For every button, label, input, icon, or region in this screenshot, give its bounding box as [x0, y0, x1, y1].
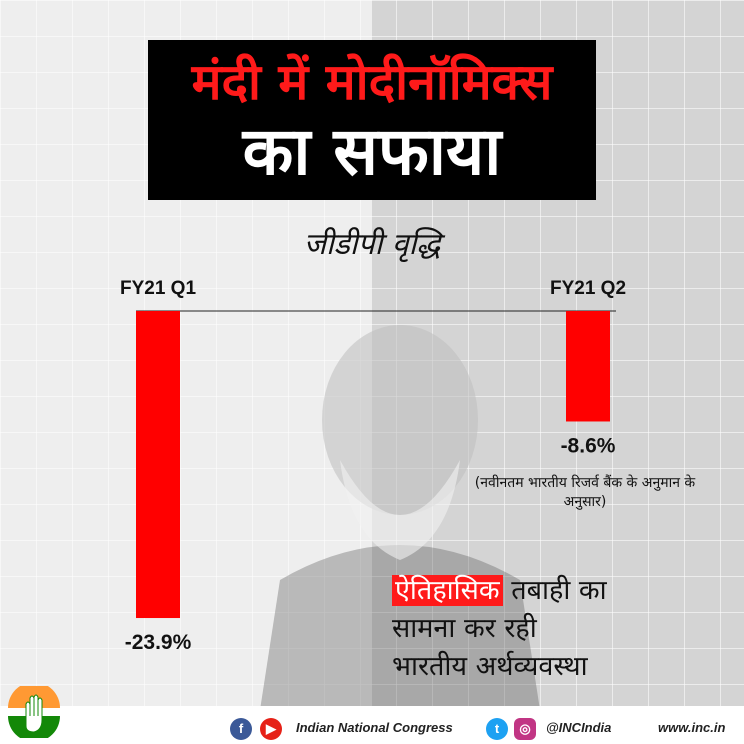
caption-line-1: ऐतिहासिक तबाही का: [392, 572, 692, 610]
footer-org-name: Indian National Congress: [296, 720, 453, 735]
value-label-2: -8.6%: [561, 434, 616, 457]
category-label-1: FY21 Q1: [120, 278, 196, 299]
headline-line-1: मंदी में मोदीनॉमिक्स: [191, 53, 553, 111]
facebook-icon[interactable]: f: [230, 718, 252, 740]
category-label-2: FY21 Q2: [550, 278, 626, 299]
bar-2: [566, 311, 610, 422]
instagram-icon[interactable]: ◎: [514, 718, 536, 740]
bar-1: [136, 311, 180, 619]
youtube-icon[interactable]: ▶: [260, 718, 282, 740]
footer-website[interactable]: www.inc.in: [658, 720, 726, 735]
footer-handle[interactable]: @INCIndia: [546, 720, 612, 735]
caption: ऐतिहासिक तबाही का सामना कर रही भारतीय अर…: [392, 572, 692, 686]
caption-line-1-rest: तबाही का: [502, 575, 607, 606]
caption-highlight: ऐतिहासिक: [392, 575, 503, 606]
headline-line-2: का सफाया: [242, 113, 502, 190]
footer-bar: [0, 706, 744, 744]
rbi-estimate-note: (नवीनतम भारतीय रिजर्व बैंक के अनुमान के …: [474, 475, 696, 510]
chart-title: जीडीपी वृद्धि: [303, 227, 441, 262]
title-box: [148, 40, 596, 200]
caption-line-3: भारतीय अर्थव्यवस्था: [392, 651, 588, 682]
value-label-1: -23.9%: [125, 631, 192, 654]
caption-line-2: सामना कर रही: [392, 613, 537, 644]
twitter-icon[interactable]: t: [486, 718, 508, 740]
congress-hand-logo: [8, 686, 60, 738]
